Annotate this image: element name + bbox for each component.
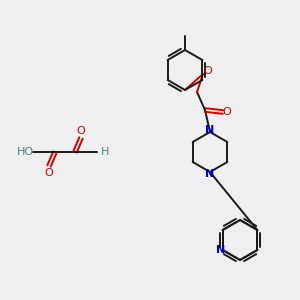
Text: O: O — [45, 168, 53, 178]
Text: N: N — [206, 169, 214, 179]
Text: O: O — [204, 66, 212, 76]
Text: O: O — [223, 107, 231, 117]
Text: O: O — [76, 126, 85, 136]
Text: HO: HO — [16, 147, 34, 157]
Text: H: H — [101, 147, 109, 157]
Text: N: N — [206, 125, 214, 135]
Text: N: N — [216, 245, 225, 255]
